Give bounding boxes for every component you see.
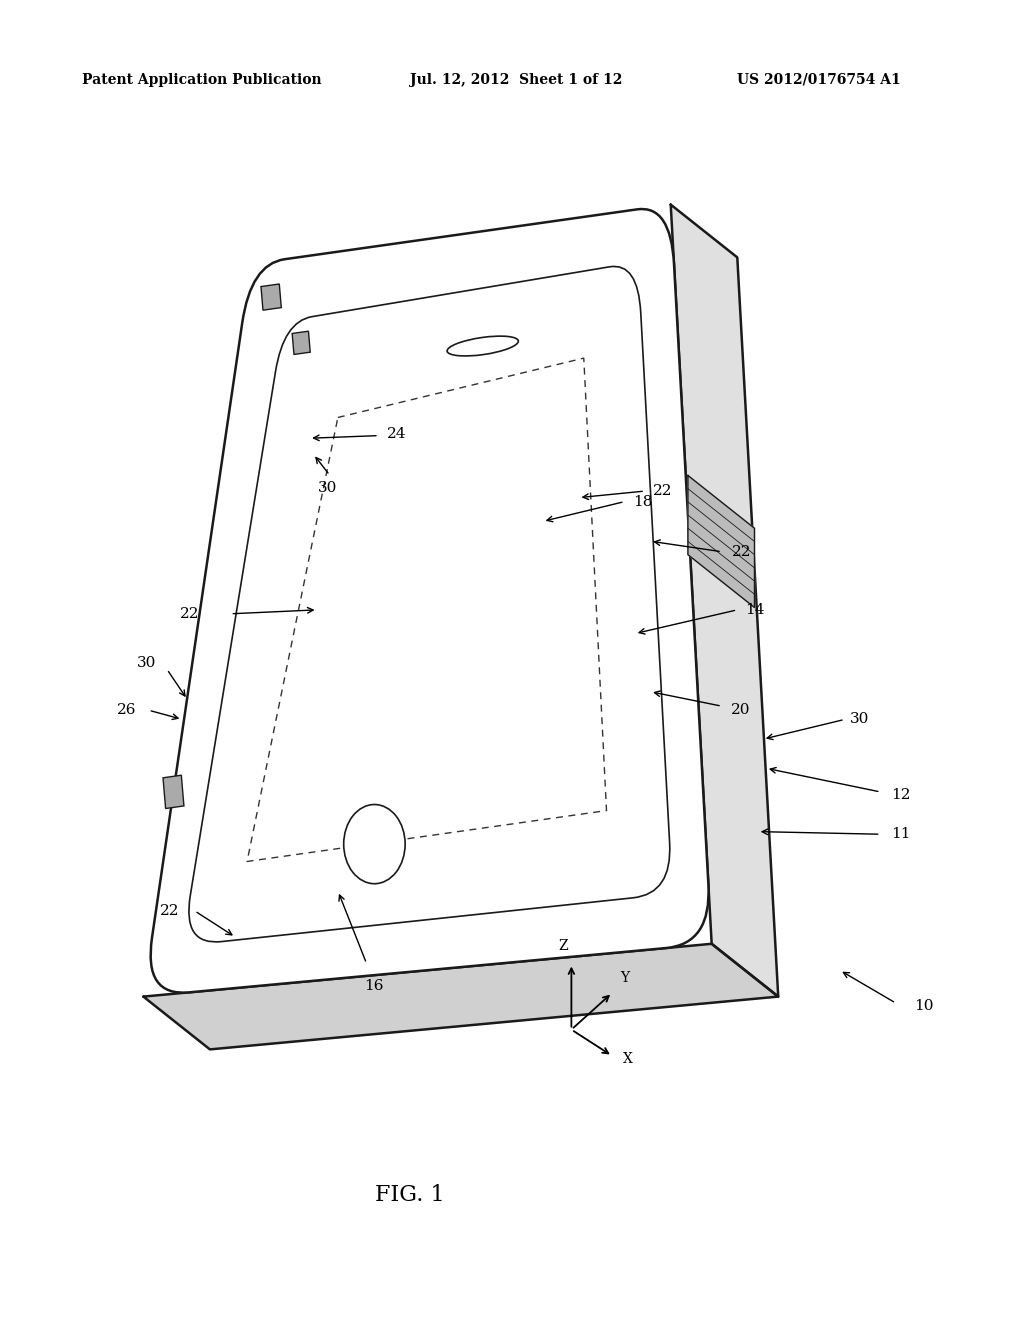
Text: 22: 22 bbox=[180, 607, 200, 620]
Bar bbox=[261, 284, 282, 310]
Text: 26: 26 bbox=[117, 704, 136, 717]
Text: 10: 10 bbox=[914, 999, 934, 1012]
Text: Patent Application Publication: Patent Application Publication bbox=[82, 73, 322, 87]
Text: X: X bbox=[623, 1052, 633, 1065]
Polygon shape bbox=[671, 205, 778, 997]
Polygon shape bbox=[688, 475, 755, 607]
Text: 11: 11 bbox=[891, 828, 910, 841]
Text: 22: 22 bbox=[653, 484, 673, 498]
Text: 18: 18 bbox=[633, 495, 652, 508]
Text: 20: 20 bbox=[731, 704, 751, 717]
Text: Jul. 12, 2012  Sheet 1 of 12: Jul. 12, 2012 Sheet 1 of 12 bbox=[410, 73, 622, 87]
Text: 30: 30 bbox=[850, 713, 869, 726]
Text: Y: Y bbox=[621, 972, 629, 985]
Text: 12: 12 bbox=[891, 788, 910, 801]
Text: 22: 22 bbox=[732, 545, 752, 558]
Text: 22: 22 bbox=[160, 904, 179, 917]
Bar bbox=[163, 775, 184, 809]
Text: 16: 16 bbox=[364, 979, 384, 994]
Polygon shape bbox=[143, 944, 778, 1049]
Ellipse shape bbox=[447, 337, 518, 356]
Text: 30: 30 bbox=[317, 482, 337, 495]
Text: 30: 30 bbox=[137, 656, 157, 669]
Text: 14: 14 bbox=[745, 603, 765, 616]
PathPatch shape bbox=[151, 209, 709, 993]
Circle shape bbox=[344, 804, 406, 883]
Bar bbox=[292, 331, 310, 355]
Text: FIG. 1: FIG. 1 bbox=[375, 1184, 444, 1205]
Text: Z: Z bbox=[558, 940, 568, 953]
Text: US 2012/0176754 A1: US 2012/0176754 A1 bbox=[737, 73, 901, 87]
Text: 24: 24 bbox=[387, 428, 407, 441]
